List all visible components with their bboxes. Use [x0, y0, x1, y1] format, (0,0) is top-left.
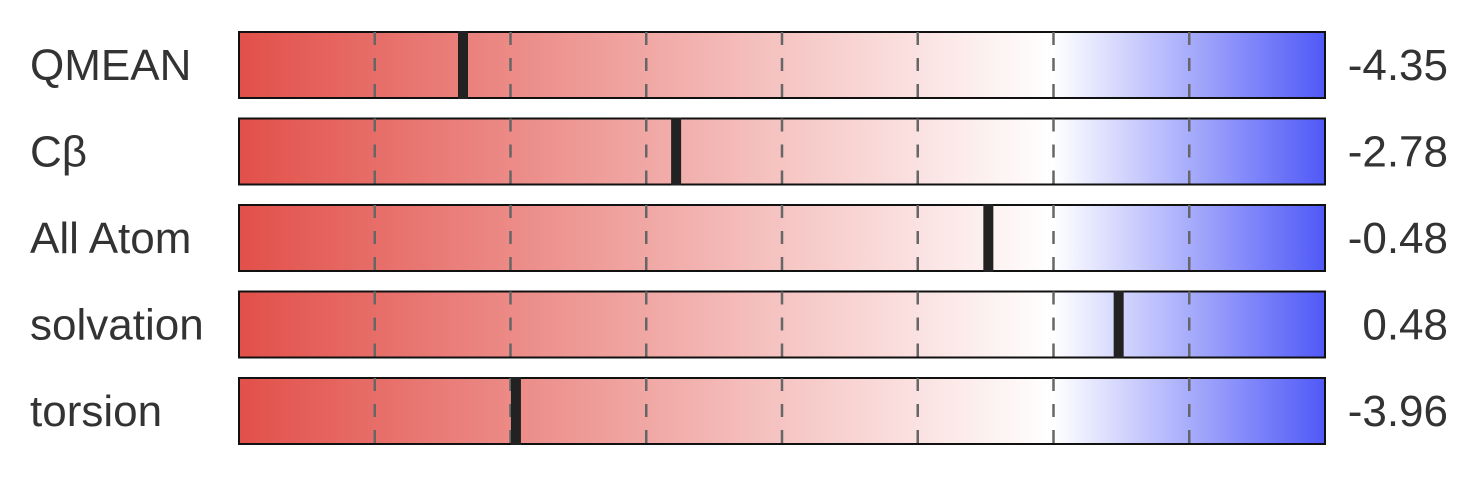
row-label: torsion	[30, 387, 162, 436]
row-label: solvation	[30, 301, 204, 350]
row-value: -2.78	[1348, 128, 1448, 177]
row-label: Cβ	[30, 128, 87, 177]
score-row-c: Cβ -2.78	[30, 117, 1448, 186]
score-marker	[671, 117, 682, 186]
score-row-torsion: torsion -3.96	[30, 377, 1448, 445]
row-value: -0.48	[1348, 214, 1448, 263]
score-row-solvation: solvation 0.48	[30, 290, 1448, 359]
row-label: QMEAN	[30, 41, 191, 90]
row-value: -3.96	[1348, 387, 1448, 436]
score-row-qmean: QMEAN -4.35	[30, 31, 1448, 99]
score-marker	[457, 31, 468, 99]
score-marker	[983, 204, 994, 272]
row-label: All Atom	[30, 214, 191, 263]
row-value: -4.35	[1348, 41, 1448, 90]
score-marker	[510, 377, 521, 445]
score-marker	[1113, 290, 1124, 359]
score-rows: QMEAN -4.35 Cβ -2.78 All Atom -0.48 solvation 0…	[30, 31, 1448, 445]
score-row-all-atom: All Atom -0.48	[30, 204, 1448, 272]
row-value: 0.48	[1362, 301, 1448, 350]
